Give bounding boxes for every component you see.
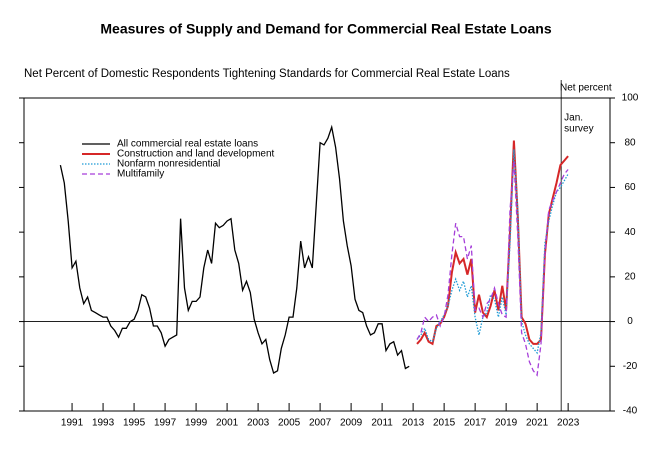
legend-label: Multifamily bbox=[117, 169, 164, 180]
x-tick-label: 2003 bbox=[247, 418, 270, 429]
x-tick-label: 2015 bbox=[433, 418, 456, 429]
y-tick-label: 80 bbox=[624, 137, 636, 148]
y-tick-label: 60 bbox=[624, 182, 636, 193]
legend-label: All commercial real estate loans bbox=[117, 139, 258, 150]
x-tick-label: 2007 bbox=[309, 418, 332, 429]
y-tick-label: 0 bbox=[627, 316, 633, 327]
x-tick-label: 2001 bbox=[216, 418, 239, 429]
x-tick-label: 1997 bbox=[154, 418, 177, 429]
series-line bbox=[59, 124, 410, 374]
y-tick-label: -40 bbox=[623, 406, 638, 417]
x-tick-label: 1995 bbox=[123, 418, 146, 429]
x-tick-label: 1991 bbox=[61, 418, 84, 429]
chart-subtitle: Net Percent of Domestic Respondents Tigh… bbox=[24, 68, 510, 80]
plot-frame bbox=[23, 97, 611, 412]
x-tick-label: 2011 bbox=[371, 418, 393, 429]
y-tick-label: 20 bbox=[624, 271, 636, 282]
x-tick-label: 2021 bbox=[526, 418, 549, 429]
x-tick-label: 2009 bbox=[340, 418, 363, 429]
x-tick-label: 2019 bbox=[495, 418, 518, 429]
x-tick-label: 2013 bbox=[402, 418, 425, 429]
annotation-text: Jan. bbox=[564, 113, 583, 124]
x-tick-label: 2023 bbox=[557, 418, 580, 429]
y-tick-label: -20 bbox=[623, 361, 638, 372]
y-axis-label: Net percent bbox=[560, 83, 612, 94]
legend-label: Construction and land development bbox=[117, 149, 275, 160]
x-tick-label: 1999 bbox=[185, 418, 208, 429]
chart-title: Measures of Supply and Demand for Commer… bbox=[100, 21, 551, 37]
annotation-text: survey bbox=[564, 124, 593, 135]
x-tick-label: 2017 bbox=[464, 418, 487, 429]
y-tick-label: 40 bbox=[624, 227, 636, 238]
legend-label: Nonfarm nonresidential bbox=[117, 159, 220, 170]
series-line bbox=[416, 160, 569, 377]
x-tick-label: 1993 bbox=[92, 418, 115, 429]
y-tick-label: 100 bbox=[622, 93, 639, 104]
x-tick-label: 2005 bbox=[278, 418, 301, 429]
